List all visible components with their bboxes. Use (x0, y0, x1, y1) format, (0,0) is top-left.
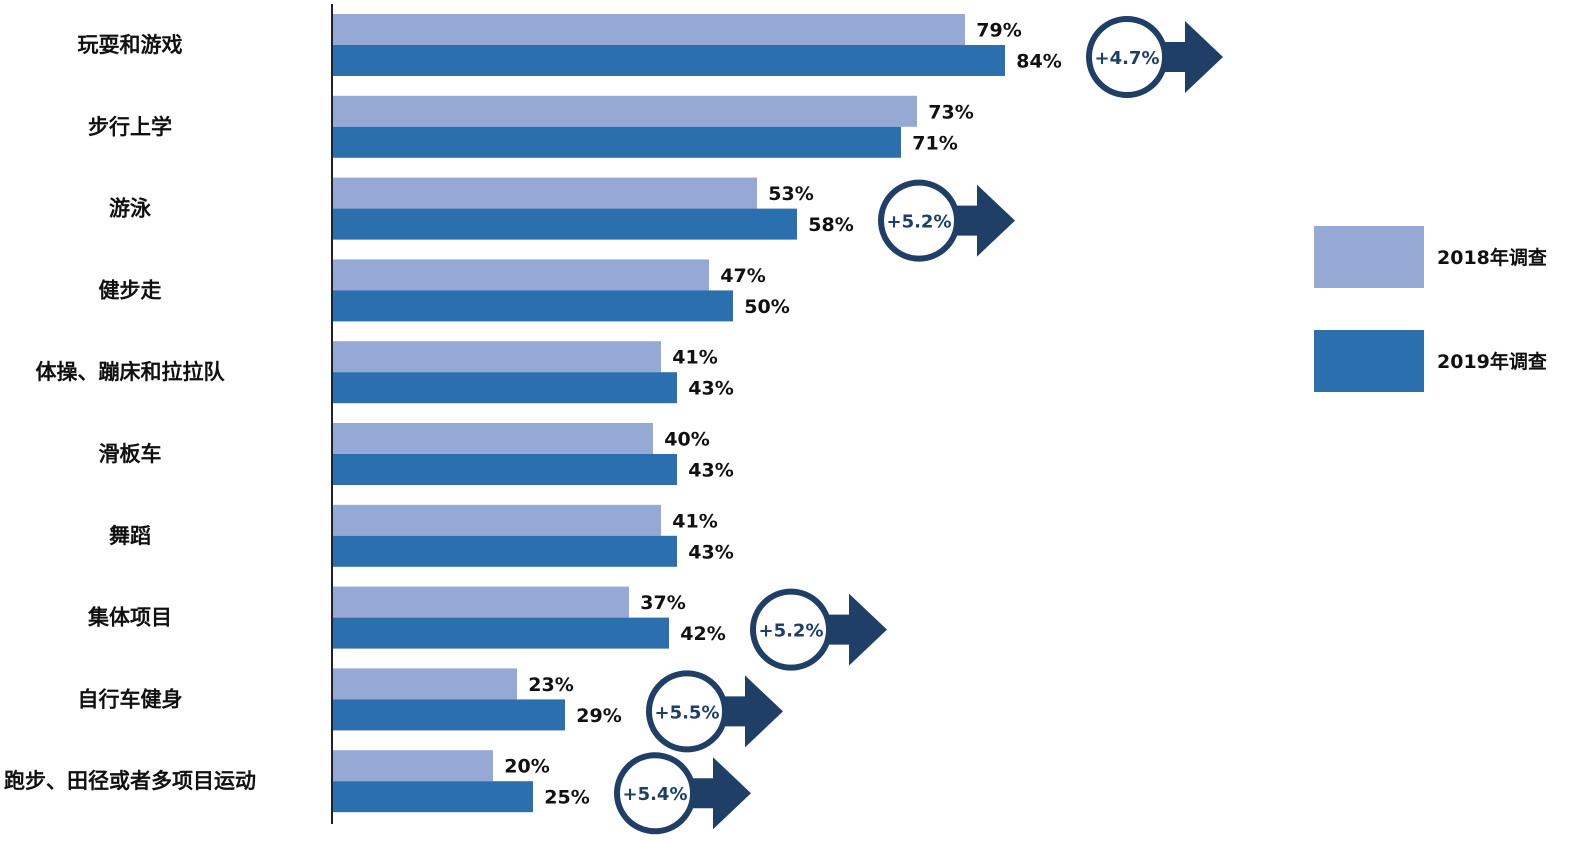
change-circle (750, 588, 832, 671)
legend-label: 2019年调查 (1437, 350, 1548, 373)
category-label: 健步走 (99, 278, 162, 302)
legend-swatch (1314, 226, 1424, 288)
change-circle (1086, 16, 1168, 98)
category-label: 舞蹈 (109, 524, 151, 548)
data-label: 41% (672, 347, 717, 369)
bar-2018 (333, 423, 653, 454)
bar-2018 (333, 668, 517, 700)
change-label: +5.5% (654, 702, 719, 723)
legend-swatch (1314, 330, 1424, 392)
bar-2019 (333, 126, 901, 158)
bar-2019 (333, 454, 677, 485)
bar-2018 (333, 586, 629, 618)
annotations-group: +4.7% +5.2% +5.2% +5.5% +5.4% (614, 16, 1223, 835)
data-label: 20% (504, 756, 549, 778)
data-label: 73% (928, 101, 973, 123)
bar-2018 (333, 750, 493, 782)
change-label: +5.2% (886, 212, 951, 233)
bar-2019 (333, 699, 565, 731)
bar-2018 (333, 259, 709, 291)
change-badge: +4.7% (1086, 16, 1223, 98)
category-label: 自行车健身 (78, 687, 183, 711)
data-label: 41% (672, 510, 717, 532)
data-label: 40% (664, 429, 709, 451)
data-label: 43% (688, 378, 733, 400)
data-label: 43% (688, 541, 733, 563)
category-label: 步行上学 (88, 115, 172, 139)
bar-2018 (333, 341, 661, 373)
change-label: +5.4% (622, 784, 687, 805)
bar-2018 (333, 504, 661, 536)
arrow-right-icon (1165, 21, 1223, 93)
change-label: +5.2% (758, 621, 823, 642)
bar-2019 (333, 617, 669, 649)
bar-2019 (333, 781, 533, 813)
data-label: 84% (1016, 51, 1061, 73)
arrow-right-icon (957, 184, 1015, 257)
category-label: 滑板车 (99, 442, 162, 466)
change-label: +4.7% (1094, 48, 1159, 69)
data-label: 58% (808, 214, 853, 236)
arrow-right-icon (693, 757, 751, 830)
data-label: 79% (976, 20, 1021, 42)
category-label: 玩耍和游戏 (78, 33, 183, 57)
change-circle (614, 752, 696, 835)
legend: 2018年调查 2019年调查 (1314, 226, 1548, 392)
data-label: 37% (640, 592, 685, 614)
category-label: 游泳 (109, 197, 152, 221)
data-label: 42% (680, 623, 725, 645)
category-label: 体操、蹦床和拉拉队 (36, 360, 226, 384)
data-label: 50% (744, 296, 789, 318)
bars-group: 玩耍和游戏 79% 84% 步行上学 73% 71% 游泳 53% 58% 健步走 47% 50% 体操… (4, 14, 1062, 813)
data-label: 29% (576, 705, 621, 727)
arrow-right-icon (725, 675, 783, 748)
category-label: 集体项目 (87, 606, 172, 630)
change-badge: +5.5% (646, 670, 783, 753)
bar-2019 (333, 45, 1005, 76)
category-label: 跑步、田径或者多项目运动 (4, 769, 256, 793)
arrow-right-icon (829, 593, 887, 666)
change-badge: +5.2% (750, 588, 887, 671)
change-circle (646, 670, 728, 753)
bar-2018 (333, 177, 757, 209)
data-label: 43% (688, 460, 733, 482)
data-label: 47% (720, 265, 765, 287)
data-label: 23% (528, 674, 573, 696)
bar-2019 (333, 290, 733, 322)
data-label: 25% (544, 787, 589, 809)
data-label: 71% (912, 132, 957, 154)
data-label: 53% (768, 183, 813, 205)
bar-2018 (333, 95, 917, 127)
legend-label: 2018年调查 (1437, 246, 1548, 269)
change-circle (878, 179, 960, 262)
bar-2018 (333, 14, 965, 45)
bar-2019 (333, 535, 677, 567)
bar-2019 (333, 372, 677, 404)
change-badge: +5.4% (614, 752, 751, 835)
change-badge: +5.2% (878, 179, 1015, 262)
bar-2019 (333, 208, 797, 240)
